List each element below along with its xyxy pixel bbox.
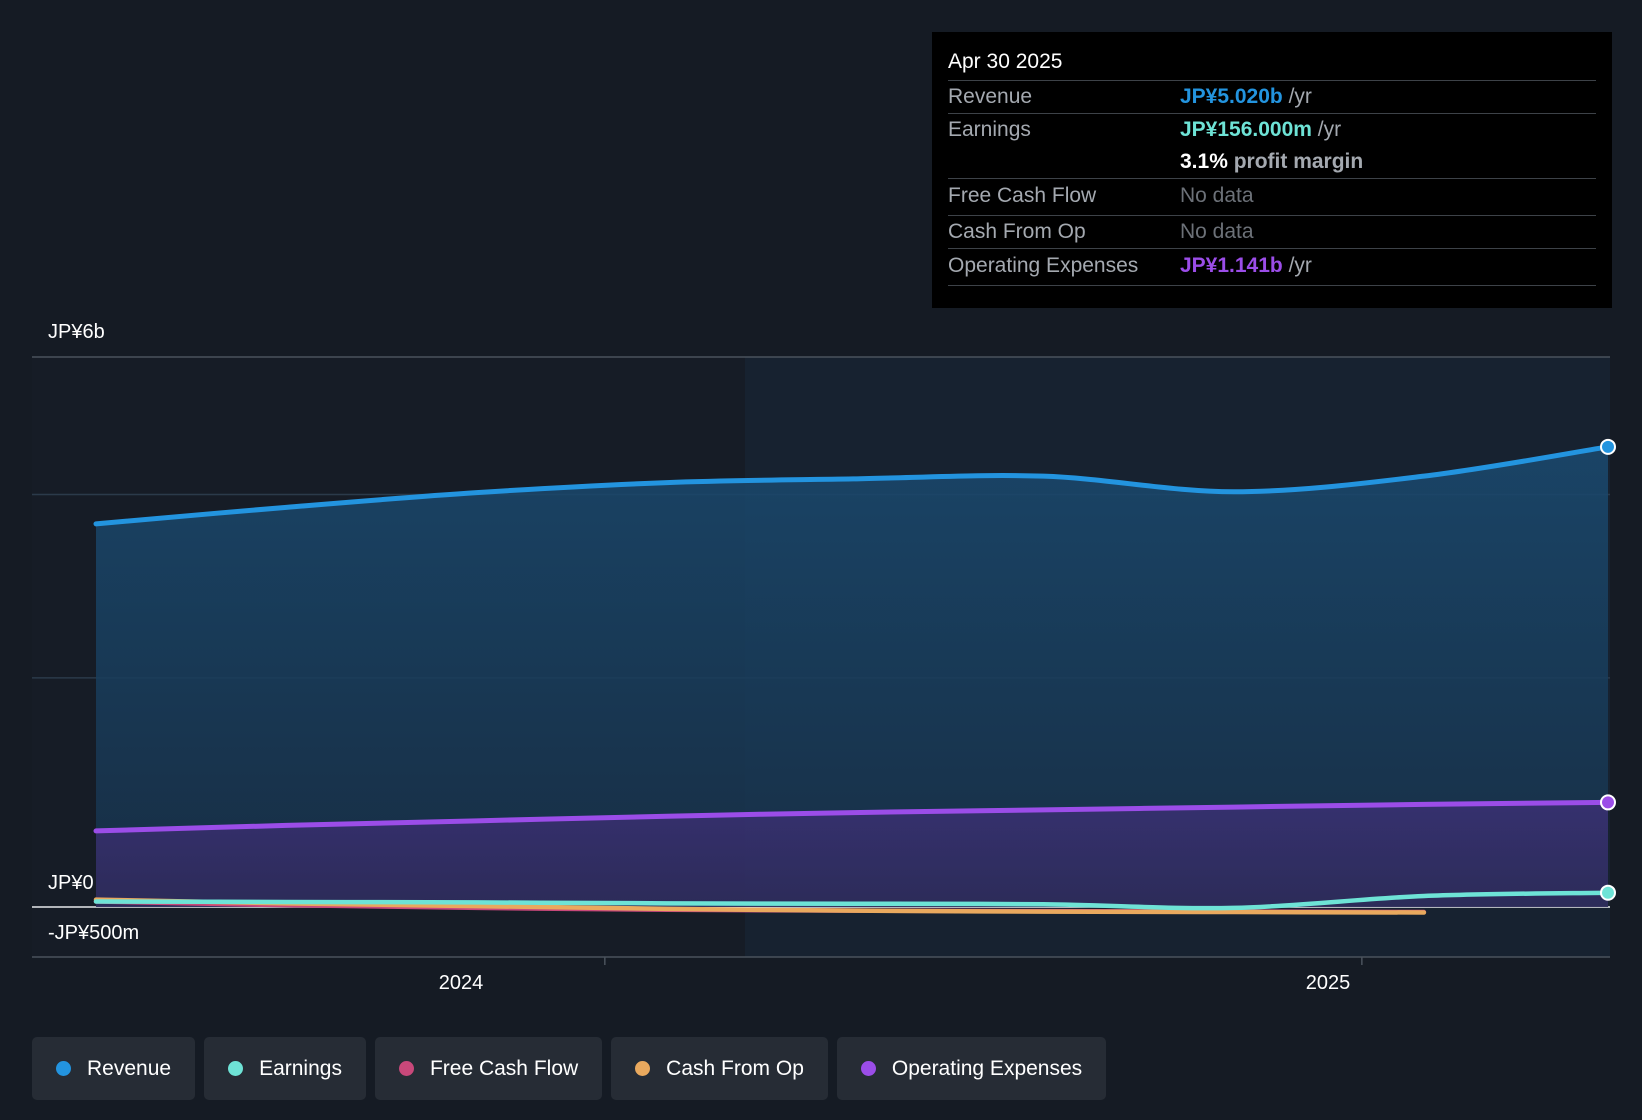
tooltip-margin-value: 3.1%: [1180, 150, 1228, 173]
legend-item-cash-from-op[interactable]: Cash From Op: [611, 1037, 828, 1100]
legend-label-cash-from-op: Cash From Op: [666, 1056, 804, 1080]
tooltip-opex-value: JP¥1.141b: [1180, 254, 1283, 277]
tooltip: Apr 30 2025 Revenue JP¥5.020b /yr Earnin…: [932, 32, 1612, 308]
revenue-endpoint-marker: [1600, 438, 1616, 455]
tooltip-opex-unit: /yr: [1282, 254, 1312, 277]
legend-item-earnings[interactable]: Earnings: [204, 1037, 366, 1100]
y-label-bottom: -JP¥500m: [48, 922, 140, 944]
free-cash-flow-dot-icon: [398, 1061, 414, 1076]
y-label-zero: JP¥0: [48, 872, 94, 894]
operating-expenses-line: [93, 799, 1611, 834]
tooltip-cfo-value: No data: [1180, 220, 1254, 243]
legend-label-operating-expenses: Operating Expenses: [891, 1056, 1083, 1080]
tooltip-row-revenue: Revenue JP¥5.020b /yr: [948, 80, 1596, 113]
tooltip-row-fcf: Free Cash Flow No data: [948, 178, 1596, 215]
legend-item-revenue[interactable]: Revenue: [32, 1037, 196, 1100]
tooltip-fcf-label: Free Cash Flow: [948, 184, 1097, 207]
operating-expenses-dot-icon: [860, 1061, 876, 1076]
tooltip-row-earnings: Earnings JP¥156.000m /yr: [948, 113, 1596, 146]
tooltip-cfo-label: Cash From Op: [948, 220, 1086, 243]
tooltip-revenue-label: Revenue: [948, 85, 1033, 108]
tooltip-revenue-unit: /yr: [1282, 85, 1312, 108]
tooltip-earnings-unit: /yr: [1311, 118, 1342, 141]
operating-expenses-area: [96, 802, 1608, 907]
tooltip-earnings-label: Earnings: [948, 118, 1031, 141]
chart-canvas: [32, 356, 1616, 965]
cash-from-op-dot-icon: [635, 1061, 651, 1076]
tooltip-row-margin: 3.1% profit margin: [948, 146, 1596, 178]
revenue-dot-icon: [56, 1061, 71, 1076]
legend-label-revenue: Revenue: [87, 1056, 172, 1080]
revenue-line: [93, 444, 1611, 527]
revenue-area: [96, 446, 1608, 907]
tooltip-fcf-value: No data: [1180, 184, 1254, 207]
tooltip-margin-text: profit margin: [1227, 150, 1364, 173]
legend-item-free-cash-flow[interactable]: Free Cash Flow: [374, 1037, 603, 1100]
tooltip-date: Apr 30 2025: [948, 50, 1063, 73]
tooltip-revenue-value: JP¥5.020b: [1180, 85, 1283, 108]
tooltip-earnings-value: JP¥156.000m: [1180, 118, 1312, 141]
legend-item-operating-expenses[interactable]: Operating Expenses: [836, 1037, 1107, 1100]
x-label-2024: 2024: [438, 972, 484, 994]
legend-label-earnings: Earnings: [259, 1056, 342, 1080]
tooltip-row-opex: Operating Expenses JP¥1.141b /yr: [948, 248, 1596, 286]
legend-label-free-cash-flow: Free Cash Flow: [429, 1056, 579, 1080]
tooltip-opex-label: Operating Expenses: [948, 254, 1139, 277]
x-label-2025: 2025: [1305, 972, 1351, 994]
y-label-top: JP¥6b: [48, 321, 105, 343]
operating-expenses-endpoint-marker: [1600, 794, 1616, 811]
earnings-dot-icon: [228, 1061, 244, 1076]
earnings-endpoint-marker: [1600, 884, 1616, 901]
earnings-line: [93, 890, 1611, 911]
tooltip-row-cfo: Cash From Op No data: [948, 215, 1596, 248]
legend: Revenue Earnings Free Cash Flow Cash Fro…: [32, 1037, 1107, 1100]
